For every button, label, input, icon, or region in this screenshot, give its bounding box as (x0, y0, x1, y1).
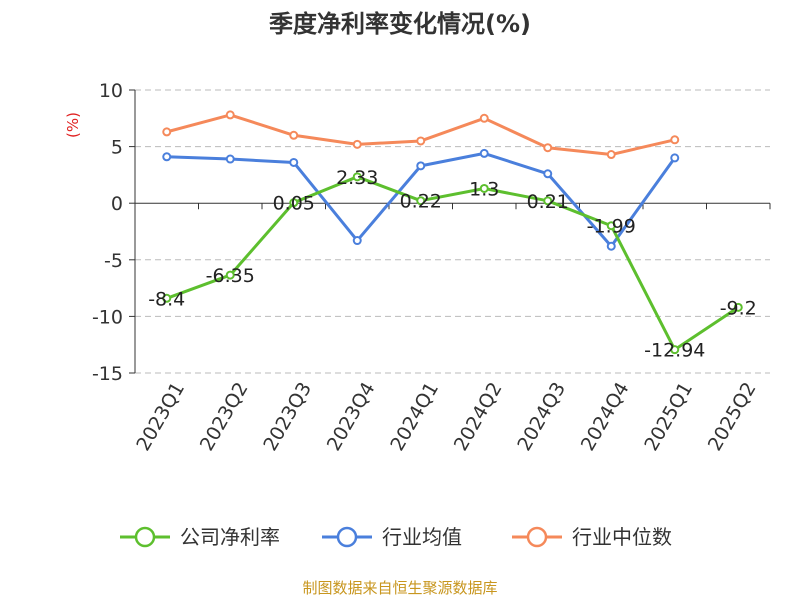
x-tick-label: 2024Q1 (386, 379, 443, 455)
grid-lines (135, 89, 770, 374)
data-point (162, 152, 172, 162)
series-line (166, 113, 676, 157)
data-label: 1.3 (469, 178, 499, 200)
legend-swatch-marker (526, 526, 548, 548)
x-tick-label: 2023Q3 (259, 379, 316, 455)
data-point (479, 148, 489, 158)
data-point (670, 135, 680, 145)
series-line (166, 175, 740, 352)
data-point (479, 183, 489, 193)
x-tick-label: 2024Q2 (450, 379, 507, 455)
x-tick-label: 2024Q3 (513, 379, 570, 455)
x-tick-label: 2023Q2 (196, 379, 253, 455)
legend-label: 公司净利率 (180, 525, 280, 549)
legend-swatch-marker (134, 526, 156, 548)
data-point (543, 143, 553, 153)
source-note: 制图数据来自恒生聚源数据库 (302, 579, 497, 597)
x-tick-label: 2025Q2 (704, 379, 761, 455)
data-point (416, 196, 426, 206)
data-point (733, 302, 743, 312)
data-label: 2.33 (336, 167, 378, 189)
data-point (289, 157, 299, 167)
legend: 公司净利率 行业均值 行业中位数 (120, 525, 672, 549)
y-tick-label: -5 (104, 250, 123, 272)
data-point (162, 293, 172, 303)
data-point (606, 241, 616, 251)
x-tick-label: 2023Q1 (132, 379, 189, 455)
data-point (670, 153, 680, 163)
legend-swatch-marker (336, 526, 358, 548)
data-point (289, 130, 299, 140)
data-label: -1.99 (587, 216, 636, 238)
y-tick-label: -15 (92, 363, 123, 385)
data-point (543, 169, 553, 179)
data-label: -12.94 (644, 340, 705, 362)
data-point (352, 236, 362, 246)
y-tick-label: 0 (111, 193, 123, 215)
x-tick-label: 2025Q1 (640, 379, 697, 455)
data-point (289, 198, 299, 208)
y-tick-label: 10 (99, 80, 123, 102)
legend-label: 行业中位数 (572, 525, 672, 549)
data-labels: -8.4 -6.35 0.05 2.33 0.22 1.3 0.21 -1.99 -12.94-… (148, 167, 757, 362)
data-point (352, 139, 362, 149)
y-tick-label: 5 (111, 137, 123, 159)
data-label: 0.22 (400, 191, 442, 213)
x-tick-label: 2023Q4 (323, 379, 380, 455)
data-point (543, 196, 553, 206)
data-label: 0.21 (527, 191, 569, 213)
data-label: -9.2 (720, 297, 757, 319)
data-point (225, 154, 235, 164)
data-point (225, 110, 235, 120)
data-point (162, 127, 172, 137)
data-point (670, 345, 680, 355)
y-axis-label: (%) (64, 112, 82, 138)
series-lines (162, 110, 743, 355)
data-label: -8.4 (148, 288, 185, 310)
data-point (606, 150, 616, 160)
data-point (352, 172, 362, 182)
data-point (225, 270, 235, 280)
data-label: 0.05 (273, 193, 315, 215)
x-tick-label: 2024Q4 (577, 379, 634, 455)
data-point (479, 113, 489, 123)
data-point (606, 221, 616, 231)
data-point (416, 161, 426, 171)
chart-title: 季度净利率变化情况(%) (269, 10, 531, 38)
legend-label: 行业均值 (382, 525, 462, 549)
y-tick-label: -10 (92, 306, 123, 328)
data-label: -6.35 (206, 265, 255, 287)
data-point (416, 136, 426, 146)
